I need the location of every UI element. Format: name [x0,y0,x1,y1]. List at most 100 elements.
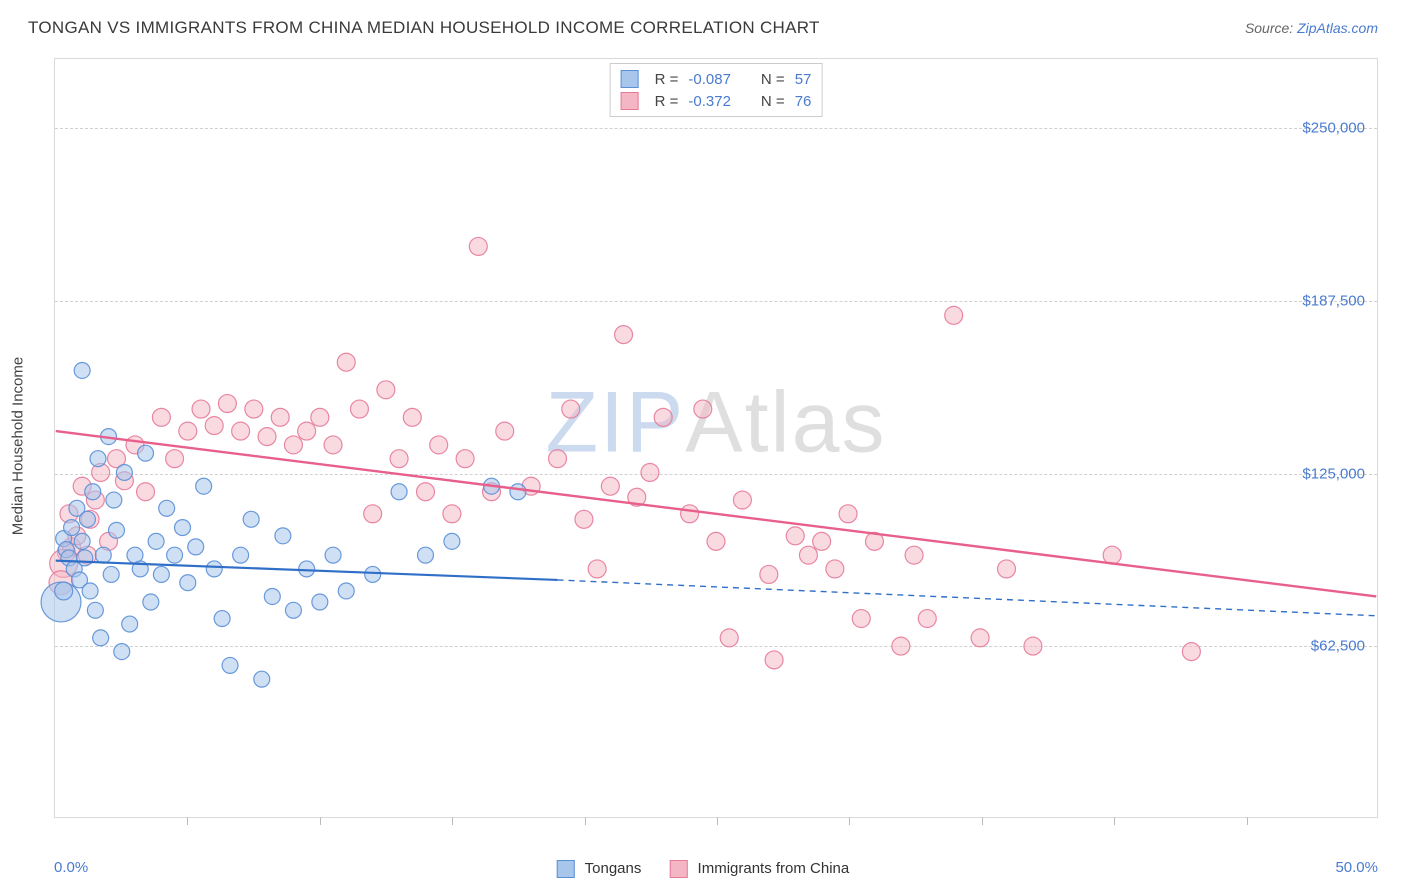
scatter-point [813,532,831,550]
scatter-point [971,629,989,647]
y-axis-title: Median Household Income [10,357,27,535]
n-label: N = [761,93,785,110]
legend-item-china: Immigrants from China [669,860,849,878]
scatter-point [905,546,923,564]
scatter-point [377,381,395,399]
scatter-point [188,539,204,555]
header: TONGAN VS IMMIGRANTS FROM CHINA MEDIAN H… [0,0,1406,48]
scatter-point [114,644,130,660]
scatter-point [469,237,487,255]
scatter-point [138,445,154,461]
scatter-point [892,637,910,655]
r-value-china: -0.372 [688,93,731,110]
x-tick [187,817,188,825]
scatter-point [444,533,460,549]
n-value-tongans: 57 [795,71,812,88]
r-label: R = [655,93,679,110]
scatter-point [285,602,301,618]
scatter-point [601,477,619,495]
scatter-point [615,326,633,344]
scatter-point [254,671,270,687]
scatter-point [143,594,159,610]
scatter-point [417,483,435,501]
scatter-point [137,483,155,501]
scatter-point [245,400,263,418]
scatter-point [74,362,90,378]
scatter-point [707,532,725,550]
scatter-point [945,306,963,324]
scatter-point [839,505,857,523]
scatter-point [786,527,804,545]
scatter-point [1182,643,1200,661]
x-tick [849,817,850,825]
scatter-point [654,408,672,426]
scatter-point [852,610,870,628]
plot-area: $62,500$125,000$187,500$250,000 ZIPAtlas… [54,58,1378,818]
scatter-point [222,657,238,673]
scatter-point [418,547,434,563]
scatter-point [85,484,101,500]
scatter-point [694,400,712,418]
trend-line [558,580,1377,616]
legend-label-china: Immigrants from China [698,860,850,877]
scatter-point [153,566,169,582]
scatter-point [159,500,175,516]
scatter-point [271,408,289,426]
scatter-point [192,400,210,418]
scatter-point [148,533,164,549]
scatter-point [549,450,567,468]
r-label: R = [655,71,679,88]
scatter-point [93,630,109,646]
x-tick [585,817,586,825]
scatter-point [90,451,106,467]
scatter-point [299,561,315,577]
scatter-point [443,505,461,523]
swatch-china-icon [669,860,687,878]
x-tick [320,817,321,825]
scatter-point [152,408,170,426]
scatter-point [77,550,93,566]
scatter-point [116,464,132,480]
scatter-point [562,400,580,418]
source-prefix: Source: [1245,20,1297,36]
scatter-point [64,520,80,536]
x-tick [452,817,453,825]
legend-label-tongans: Tongans [585,860,642,877]
scatter-point [998,560,1016,578]
scatter-point [430,436,448,454]
scatter-point [364,505,382,523]
scatter-point [284,436,302,454]
scatter-point [180,575,196,591]
scatter-point [122,616,138,632]
source-site: ZipAtlas.com [1297,20,1378,36]
scatter-point [79,511,95,527]
scatter-point [275,528,291,544]
x-axis-max-label: 50.0% [1335,859,1378,876]
scatter-point [264,589,280,605]
x-axis-min-label: 0.0% [54,859,88,876]
scatter-point [575,510,593,528]
scatter-point [232,422,250,440]
scatter-point [243,511,259,527]
swatch-china-icon [621,92,639,110]
scatter-plot-svg [55,59,1377,817]
scatter-point [324,436,342,454]
series-legend: Tongans Immigrants from China [557,860,850,878]
scatter-point [82,583,98,599]
scatter-point [760,565,778,583]
scatter-point [588,560,606,578]
scatter-point [799,546,817,564]
scatter-point [720,629,738,647]
n-label: N = [761,71,785,88]
scatter-point [205,417,223,435]
scatter-point [103,566,119,582]
scatter-point [95,547,111,563]
scatter-point [403,408,421,426]
scatter-point [166,450,184,468]
scatter-point [325,547,341,563]
scatter-point [167,547,183,563]
legend-item-tongans: Tongans [557,860,642,878]
scatter-point [258,428,276,446]
scatter-point [312,594,328,610]
scatter-point [233,547,249,563]
